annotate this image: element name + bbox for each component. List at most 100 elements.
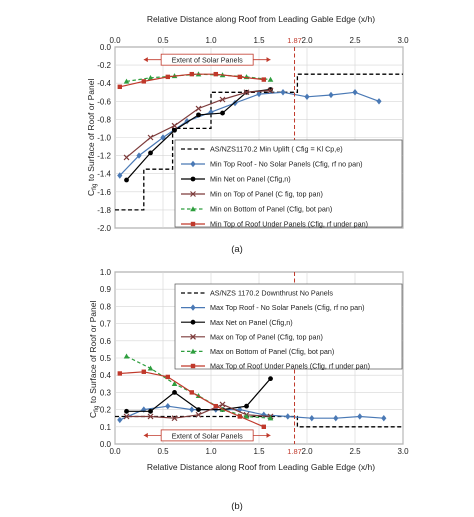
chart-a-series-3-point-2 xyxy=(171,122,178,129)
chart-b-series-3-point-4 xyxy=(219,401,226,408)
chart-b-y-tick-label-6: 0.4 xyxy=(100,371,112,380)
chart-b-x-tick-label-4: 2.0 xyxy=(301,447,313,456)
chart-b-series-5 xyxy=(117,369,266,429)
chart-a-series-2-point-0 xyxy=(124,177,129,183)
chart-a-x-tick-label-5: 2.5 xyxy=(349,36,361,45)
chart-a-series-1-point-1 xyxy=(136,152,142,159)
chart-a-series-1-point-0 xyxy=(117,172,123,179)
chart-a-series-2-point-1 xyxy=(148,150,153,156)
chart-b-legend-marker-1 xyxy=(190,304,196,311)
chart-a-x-tick-label-3: 1.5 xyxy=(253,36,265,45)
chart-b-y-tick-label-4: 0.6 xyxy=(100,337,112,346)
chart-b-series-1-point-3 xyxy=(189,406,195,413)
chart-b-series-5-point-1 xyxy=(141,369,146,374)
chart-a-series-3 xyxy=(123,87,274,161)
chart-a-extent-label: Extent of Solar Panels xyxy=(172,56,244,65)
chart-b-x-tick-label-0: 0.0 xyxy=(109,447,121,456)
chart-b-y-axis-title-main: C xyxy=(88,412,98,418)
chart-a-y-tick-label-0: 0.0 xyxy=(100,43,112,52)
chart-a-legend-label-2: Min Net on Panel (Cfig,n) xyxy=(210,175,291,184)
chart-a-series-3-point-3 xyxy=(195,105,202,112)
chart-a-x-tick-label-6: 3.0 xyxy=(397,36,409,45)
chart-a-extent-arrowhead-right xyxy=(266,57,271,63)
chart-b-series-5-point-6 xyxy=(261,424,266,429)
chart-b-series-1-line xyxy=(119,405,384,421)
chart-a-series-5-point-4 xyxy=(213,71,218,77)
chart-a-series-5-point-2 xyxy=(165,74,170,80)
chart-b-legend-label-1: Max Top Roof - No Solar Panels (Cfig, rf… xyxy=(210,303,364,312)
chart-b-x-tick-label-5: 2.5 xyxy=(349,447,361,456)
chart-b-series-1-point-2 xyxy=(165,402,171,410)
chart-b-y-tick-label-0: 1.0 xyxy=(100,268,112,277)
chart-b-series-5-point-0 xyxy=(117,371,122,376)
chart-b-series-5-point-2 xyxy=(165,374,170,380)
chart-a-series-1-point-6 xyxy=(256,90,262,98)
chart-b-panel-label: (b) xyxy=(231,501,243,512)
chart-a-series-5-point-0 xyxy=(117,84,122,90)
chart-b-series-1-point-10 xyxy=(357,413,363,420)
chart-b-y-axis-title-rest: to Surface of Roof or Panel xyxy=(88,301,98,406)
chart-a-x-tick-label-0: 0.0 xyxy=(109,36,121,45)
chart-a-x-tick-label-4: 2.0 xyxy=(301,36,313,45)
chart-a-y-tick-label-7: -1.4 xyxy=(97,170,111,179)
chart-b-series-5-point-5 xyxy=(237,414,242,419)
chart-a-legend-label-1: Min Top Roof - No Solar Panels (Cfig, rf… xyxy=(210,160,362,169)
chart-b-series-2-point-0 xyxy=(124,408,129,414)
chart-b-legend-item-1: Max Top Roof - No Solar Panels (Cfig, rf… xyxy=(181,303,364,312)
chart-b-series-4-point-0 xyxy=(123,353,130,359)
chart-a-series-1-point-11 xyxy=(376,98,382,105)
chart-b-legend xyxy=(174,283,403,370)
chart-b-series-3-point-0 xyxy=(123,413,130,420)
chart-a-y-axis-title: Cfig to Surface of Roof or Panel xyxy=(86,79,98,196)
chart-b-series-2-point-3 xyxy=(196,407,201,412)
chart-b-extent-box xyxy=(160,429,254,442)
chart-b-series-4-point-2 xyxy=(171,381,178,386)
chart-a-legend-marker-4 xyxy=(190,206,196,212)
chart-a-x-tick-label-1: 0.5 xyxy=(157,36,169,45)
chart-a-series-4-point-1 xyxy=(147,74,154,80)
chart-a-legend-label-0: AS/NZS1170.2 Min Uplift ( Cfig = Kl Cp,e… xyxy=(210,145,343,154)
chart-a-y-tick-label-10: -2.0 xyxy=(97,224,111,233)
chart-a-legend-item-0: AS/NZS1170.2 Min Uplift ( Cfig = Kl Cp,e… xyxy=(181,145,343,154)
chart-b-legend-label-3: Max on Top of Panel (Cfig, top pan) xyxy=(210,332,323,341)
chart-b-x-tick-label-1: 0.5 xyxy=(157,447,169,456)
chart-b-series-2-point-2 xyxy=(172,390,177,395)
chart-a-y-tick-label-4: -0.8 xyxy=(97,115,111,124)
chart-a-legend-marker-1 xyxy=(190,160,196,168)
chart-a-vline-label: 1.87 xyxy=(287,36,302,45)
chart-b-x-tick-label-6: 3.0 xyxy=(397,447,409,456)
chart-a-series-3-point-6 xyxy=(267,87,274,94)
chart-a-y-axis-title-main: C xyxy=(86,190,96,196)
chart-a-legend-label-3: Min on Top of Panel (C fig, top pan) xyxy=(210,190,323,199)
chart-a-series-5-point-6 xyxy=(261,77,266,82)
chart-a-series-0 xyxy=(115,73,403,211)
chart-a-extent-arrowhead-left xyxy=(143,57,148,63)
chart-a-series-5-point-5 xyxy=(237,74,242,80)
chart-a: Relative Distance along Roof from Leadin… xyxy=(86,14,409,255)
chart-b-series-3-point-3 xyxy=(195,411,202,418)
chart-b-series-2-point-5 xyxy=(244,403,249,409)
chart-b-series-4-point-5 xyxy=(243,413,250,419)
chart-b-legend-item-5: Max Top of Roof Under Panels (Cfig, rf u… xyxy=(181,362,370,371)
chart-b-series-0-line xyxy=(115,415,403,428)
chart-a-legend-marker-5 xyxy=(190,221,196,227)
chart-b-extent-arrowhead-left xyxy=(143,432,148,438)
chart-a-x-tick-label-2: 1.0 xyxy=(205,36,217,45)
chart-b-series-1-point-7 xyxy=(285,413,291,420)
chart-a-series-4-point-6 xyxy=(267,76,274,82)
chart-b-x-tick-label-3: 1.5 xyxy=(253,447,265,456)
chart-a-legend-item-4: Min on Bottom of Panel (Cfig, bot pan) xyxy=(181,205,332,214)
chart-a-legend-marker-2 xyxy=(190,176,196,182)
chart-b-extent-arrowhead-right xyxy=(266,432,271,438)
chart-b-y-tick-label-10: 0.0 xyxy=(100,440,112,449)
chart-b-x-tick-label-2: 1.0 xyxy=(205,447,217,456)
chart-b-y-tick-label-3: 0.7 xyxy=(100,320,112,329)
chart-a-series-2-point-2 xyxy=(172,127,177,133)
chart-a-series-3-point-5 xyxy=(243,89,250,96)
chart-b-series-2-point-1 xyxy=(148,408,153,414)
chart-a-series-1-point-3 xyxy=(184,118,190,125)
chart-a-y-tick-label-5: -1.0 xyxy=(97,134,111,143)
chart-a-y-tick-label-2: -0.4 xyxy=(97,79,111,88)
chart-b-legend-item-3: Max on Top of Panel (Cfig, top pan) xyxy=(181,332,323,341)
chart-b-y-axis-title-sub: fig xyxy=(94,406,100,412)
